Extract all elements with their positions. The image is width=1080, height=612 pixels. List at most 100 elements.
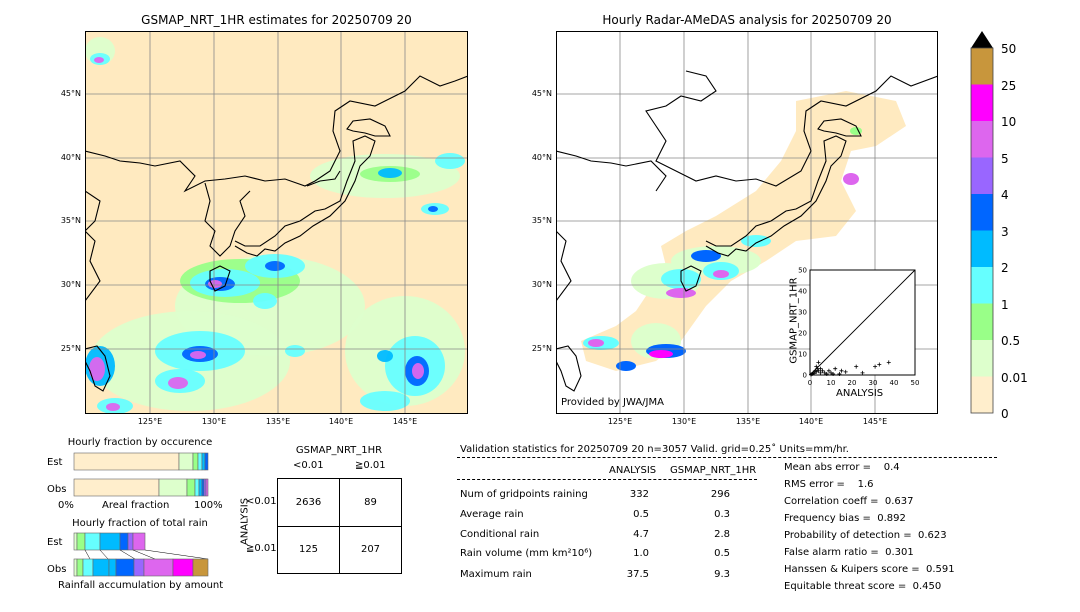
- occurrence-bars: [73, 452, 209, 497]
- colorbar-segment: [971, 303, 993, 340]
- total-rain-footer: Rainfall accumulation by amount: [58, 580, 224, 591]
- scatter-point: [873, 364, 878, 369]
- scatter-x-tick-label: 30: [869, 379, 878, 387]
- right-lat-label: 45°N: [531, 89, 552, 98]
- scatter-point: [833, 366, 838, 371]
- total-rain-connectors: [84, 549, 209, 560]
- scatter-x-tick-label: 40: [890, 379, 899, 387]
- right-lat-label: 40°N: [531, 153, 552, 162]
- scatter-xlabel-anchor: [782, 373, 862, 387]
- validation-row-analysis: 0.5: [633, 509, 649, 520]
- colorbar-segment: [971, 340, 993, 377]
- colorbar-segment: [971, 157, 993, 194]
- validation-row-label: Maximum rain: [460, 569, 532, 580]
- validation-row-analysis: 4.7: [633, 529, 649, 540]
- scatter-point: [822, 370, 827, 375]
- scatter-point: [877, 362, 882, 367]
- validation-col-gsmap: GSMAP_NRT_1HR: [670, 465, 757, 476]
- score-rms-error: RMS error = 1.6: [784, 479, 874, 490]
- left-map-frame: [85, 31, 468, 414]
- colorbar-label: 3: [1001, 225, 1009, 239]
- contingency-row-label: ≧0.01: [246, 543, 277, 554]
- occurrence-row-label-obs: Obs: [47, 484, 67, 495]
- scatter-y-tick-label: 50: [798, 267, 807, 275]
- scatter-point: [816, 360, 821, 365]
- validation-row-label: Rain volume (mm km²10⁶): [460, 548, 593, 559]
- scatter-y-tick-label: 40: [798, 288, 807, 296]
- score-frequency-bias: Frequency bias = 0.892: [784, 513, 906, 524]
- colorbar-outline: [970, 47, 994, 414]
- scatter-y-tick-label: 20: [798, 330, 807, 338]
- score-correlation: Correlation coeff = 0.637: [784, 496, 914, 507]
- scatter-point: [839, 368, 844, 373]
- left-map: [85, 31, 468, 414]
- validation-row-label: Average rain: [460, 509, 524, 520]
- left-lat-label: 45°N: [60, 89, 81, 98]
- left-lon-label: 145°E: [392, 417, 418, 426]
- right-lat-label: 25°N: [531, 344, 552, 353]
- data-credit: Provided by JWA/JMA: [561, 397, 664, 408]
- colorbar-label: 0.5: [1001, 334, 1021, 348]
- colorbar-label: 50: [1001, 42, 1017, 56]
- left-lat-label: 40°N: [60, 153, 81, 162]
- scatter-x-tick-label: 20: [848, 379, 857, 387]
- scatter-point: [831, 371, 836, 376]
- occurrence-axis-mid: Areal fraction: [102, 500, 170, 511]
- score-hk: Hanssen & Kuipers score = 0.591: [784, 564, 955, 575]
- left-map-grid: [85, 31, 468, 414]
- colorbar-label: 0: [1001, 407, 1009, 421]
- scatter-point: [814, 364, 819, 369]
- scatter-point: [837, 371, 842, 376]
- total-rain-bar-obs: [73, 558, 209, 577]
- colorbar-label: 10: [1001, 115, 1017, 129]
- validation-row-analysis: 332: [629, 489, 649, 500]
- scatter-point: [854, 364, 859, 369]
- validation-header: Validation statistics for 20250709 20 n=…: [460, 444, 849, 455]
- scatter-point: [818, 370, 823, 375]
- colorbar-segment: [971, 84, 993, 121]
- validation-row-gsmap: 2.8: [714, 529, 730, 540]
- scatter-y-tick-label: 10: [798, 351, 807, 359]
- scatter-x-tick-label: 50: [911, 379, 920, 387]
- right-lon-label: 125°E: [607, 417, 633, 426]
- validation-col-rule: [457, 479, 757, 480]
- validation-row-gsmap: 0.5: [714, 548, 730, 559]
- colorbar-segment: [971, 194, 993, 231]
- contingency-divider-h: [278, 526, 401, 527]
- colorbar-label: 2: [1001, 261, 1009, 275]
- scatter-y-tick-label: 0: [803, 372, 807, 380]
- validation-row-label: Num of gridpoints raining: [460, 489, 588, 500]
- occurrence-axis-left: 0%: [58, 500, 74, 511]
- right-lat-label: 30°N: [531, 280, 552, 289]
- left-map-coastline: [85, 75, 468, 392]
- validation-row-gsmap: 9.3: [714, 569, 730, 580]
- scatter-x-tick-label: 10: [827, 379, 836, 387]
- left-map-title: GSMAP_NRT_1HR estimates for 20250709 20: [141, 13, 412, 27]
- occurrence-title: Hourly fraction by occurence: [67, 437, 213, 448]
- scatter-points: [809, 360, 891, 377]
- right-lat-label: 35°N: [531, 216, 552, 225]
- scatter-point: [818, 366, 823, 371]
- contingency-col-label: ≧0.01: [355, 460, 386, 471]
- validation-row-gsmap: 0.3: [714, 509, 730, 520]
- scatter-ticks: 00 10 10 20 20 30 30 40 40 50 50: [798, 267, 919, 388]
- colorbar-segment: [971, 267, 993, 304]
- scatter-plot: 00 10 10 20 20 30 30 40 40 50 50: [798, 267, 919, 388]
- left-lon-label: 130°E: [201, 417, 227, 426]
- validation-row-gsmap: 296: [710, 489, 730, 500]
- colorbar-label: 4: [1001, 188, 1009, 202]
- scatter-point: [860, 370, 865, 375]
- right-map-frame: [556, 31, 938, 414]
- right-lon-label: 135°E: [735, 417, 761, 426]
- contingency-cell: 125: [298, 544, 319, 555]
- scatter-point: [886, 360, 891, 365]
- right-lon-label: 145°E: [862, 417, 888, 426]
- right-lon-label: 130°E: [671, 417, 697, 426]
- left-lat-label: 30°N: [60, 280, 81, 289]
- scatter-point: [816, 368, 821, 373]
- validation-row-label: Conditional rain: [460, 529, 540, 540]
- colorbar-arrow: [971, 31, 993, 48]
- occurrence-row-label-est: Est: [47, 457, 63, 468]
- validation-col-analysis: ANALYSIS: [609, 465, 657, 476]
- contingency-cell: 2636: [295, 497, 322, 508]
